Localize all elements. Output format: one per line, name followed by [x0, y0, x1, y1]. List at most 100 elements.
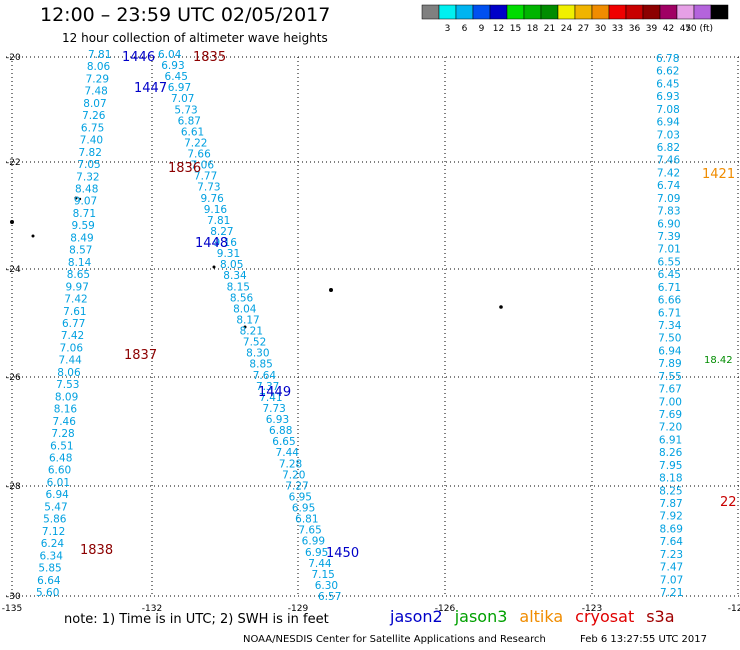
wave-height-value: 7.46 [657, 155, 681, 167]
wave-height-value: 6.60 [48, 465, 71, 477]
pass-label: 1450 [326, 546, 359, 561]
colorbar-swatch [540, 4, 559, 20]
wave-height-value: 7.67 [658, 384, 681, 396]
lon-label: -135 [2, 604, 22, 614]
wave-height-value: 7.44 [308, 558, 332, 570]
altimeter-tracks: 7.818.067.297.488.077.266.757.407.827.05… [36, 49, 683, 603]
wave-height-value: 5.47 [44, 501, 67, 513]
wave-height-value: 7.22 [184, 137, 207, 149]
colorbar-swatch [642, 4, 661, 20]
wave-height-value: 6.30 [315, 580, 338, 592]
colorbar-swatch [676, 4, 695, 20]
wave-height-value: 7.07 [171, 93, 194, 105]
wave-height-value: 7.44 [58, 355, 82, 367]
wave-height-value: 6.45 [656, 78, 679, 90]
wave-height-value: 6.74 [657, 180, 681, 192]
satellite-legend-item: s3a [646, 607, 675, 626]
wave-height-value: 6.81 [295, 514, 318, 526]
wave-height-value: 7.53 [56, 379, 79, 391]
wave-height-value: 7.15 [311, 569, 334, 581]
satellite-legend: jason2 jason3 altika cryosat s3a [390, 607, 687, 626]
pass-label: 18.42 [704, 355, 733, 366]
colorbar-label: 18 [527, 24, 539, 34]
wave-height-value: 8.56 [230, 292, 254, 304]
wave-height-value: 7.83 [657, 206, 680, 218]
wave-height-value: 7.06 [60, 342, 84, 354]
island-marker [329, 288, 333, 292]
wave-height-value: 7.81 [88, 49, 111, 61]
colorbar-label: 39 [646, 24, 658, 34]
wave-height-value: 7.05 [77, 159, 100, 171]
wave-height-value: 6.94 [658, 345, 682, 357]
wave-height-value: 8.17 [236, 314, 259, 326]
colorbar-label: 45 [680, 24, 691, 34]
wave-height-value: 7.61 [63, 306, 86, 318]
wave-height-value: 8.27 [210, 226, 233, 238]
wave-height-value: 6.78 [656, 53, 679, 65]
wave-height-value: 8.06 [57, 367, 81, 379]
wave-height-value: 8.71 [73, 208, 96, 220]
lat-label: -28 [6, 482, 21, 492]
wave-height-value: 6.65 [272, 436, 295, 448]
colorbar-label: 15 [510, 24, 521, 34]
wave-height-value: 7.64 [253, 370, 277, 382]
wave-height-value: 6.94 [45, 489, 69, 501]
wave-height-value: 7.28 [279, 458, 302, 470]
lon-label: -132 [142, 604, 162, 614]
colorbar-label: 24 [561, 24, 573, 34]
wave-height-value: 7.08 [656, 104, 679, 116]
wave-height-value: 6.93 [161, 60, 184, 72]
lon-label: -120 [728, 604, 740, 614]
satellite-legend-item: cryosat [575, 607, 635, 626]
colorbar-swatch [659, 4, 678, 20]
wave-height-value: 6.34 [40, 550, 64, 562]
lat-label: -20 [6, 53, 21, 63]
wave-height-value: 9.31 [217, 248, 240, 260]
wave-height-value: 7.37 [256, 381, 279, 393]
colorbar-swatch [693, 4, 712, 20]
satellite-legend-item: jason2 [390, 607, 443, 626]
wave-height-value: 7.20 [282, 469, 305, 481]
wave-height-value: 8.07 [83, 98, 106, 110]
lon-label: -126 [435, 604, 456, 614]
colorbar-swatch [557, 4, 576, 20]
wave-height-value: 7.00 [659, 396, 682, 408]
wave-height-value: 6.90 [657, 218, 680, 230]
wave-height-value: 7.44 [276, 447, 300, 459]
wave-height-value: 7.42 [61, 330, 84, 342]
wave-height-value: 6.64 [37, 575, 61, 587]
lat-label: -22 [6, 158, 21, 168]
colorbar-label: 33 [612, 24, 623, 34]
colorbar-swatch [574, 4, 593, 20]
pass-label: 1421 [702, 167, 735, 182]
wave-height-value: 7.82 [79, 147, 102, 159]
chart-title: 12:00 – 23:59 UTC 02/05/2017 [40, 4, 331, 26]
wave-height-value: 7.23 [660, 549, 683, 561]
lat-label: -26 [6, 373, 21, 383]
wave-height-value: 5.60 [36, 587, 59, 599]
wave-height-value: 8.18 [659, 473, 682, 485]
wave-height-value: 9.59 [71, 220, 94, 232]
wave-height-value: 7.48 [84, 86, 107, 98]
wave-height-value: 7.03 [657, 129, 680, 141]
wave-height-value: 7.01 [657, 244, 680, 256]
colorbar-label: 70 (ft) [685, 24, 713, 34]
colorbar-swatch [421, 4, 440, 20]
wave-height-value: 9.97 [66, 281, 89, 293]
colorbar-swatch [710, 4, 729, 20]
satellite-legend-item: altika [519, 607, 564, 626]
wave-height-value: 6.04 [158, 49, 182, 61]
pass-label: 1447 [134, 81, 167, 96]
wave-height-value: 7.09 [657, 193, 680, 205]
wave-height-value: 6.45 [165, 71, 188, 83]
wave-height-value: 7.64 [660, 536, 684, 548]
colorbar-label: 9 [479, 24, 485, 34]
island-marker [78, 197, 82, 201]
wave-height-value: 8.85 [249, 359, 272, 371]
colorbar-swatch [625, 4, 644, 20]
pass-label: 1838 [80, 543, 113, 558]
colorbar-swatch [506, 4, 525, 20]
wave-height-value: 7.12 [42, 526, 65, 538]
lat-label: -30 [6, 592, 21, 602]
wave-height-value: 7.42 [64, 294, 87, 306]
